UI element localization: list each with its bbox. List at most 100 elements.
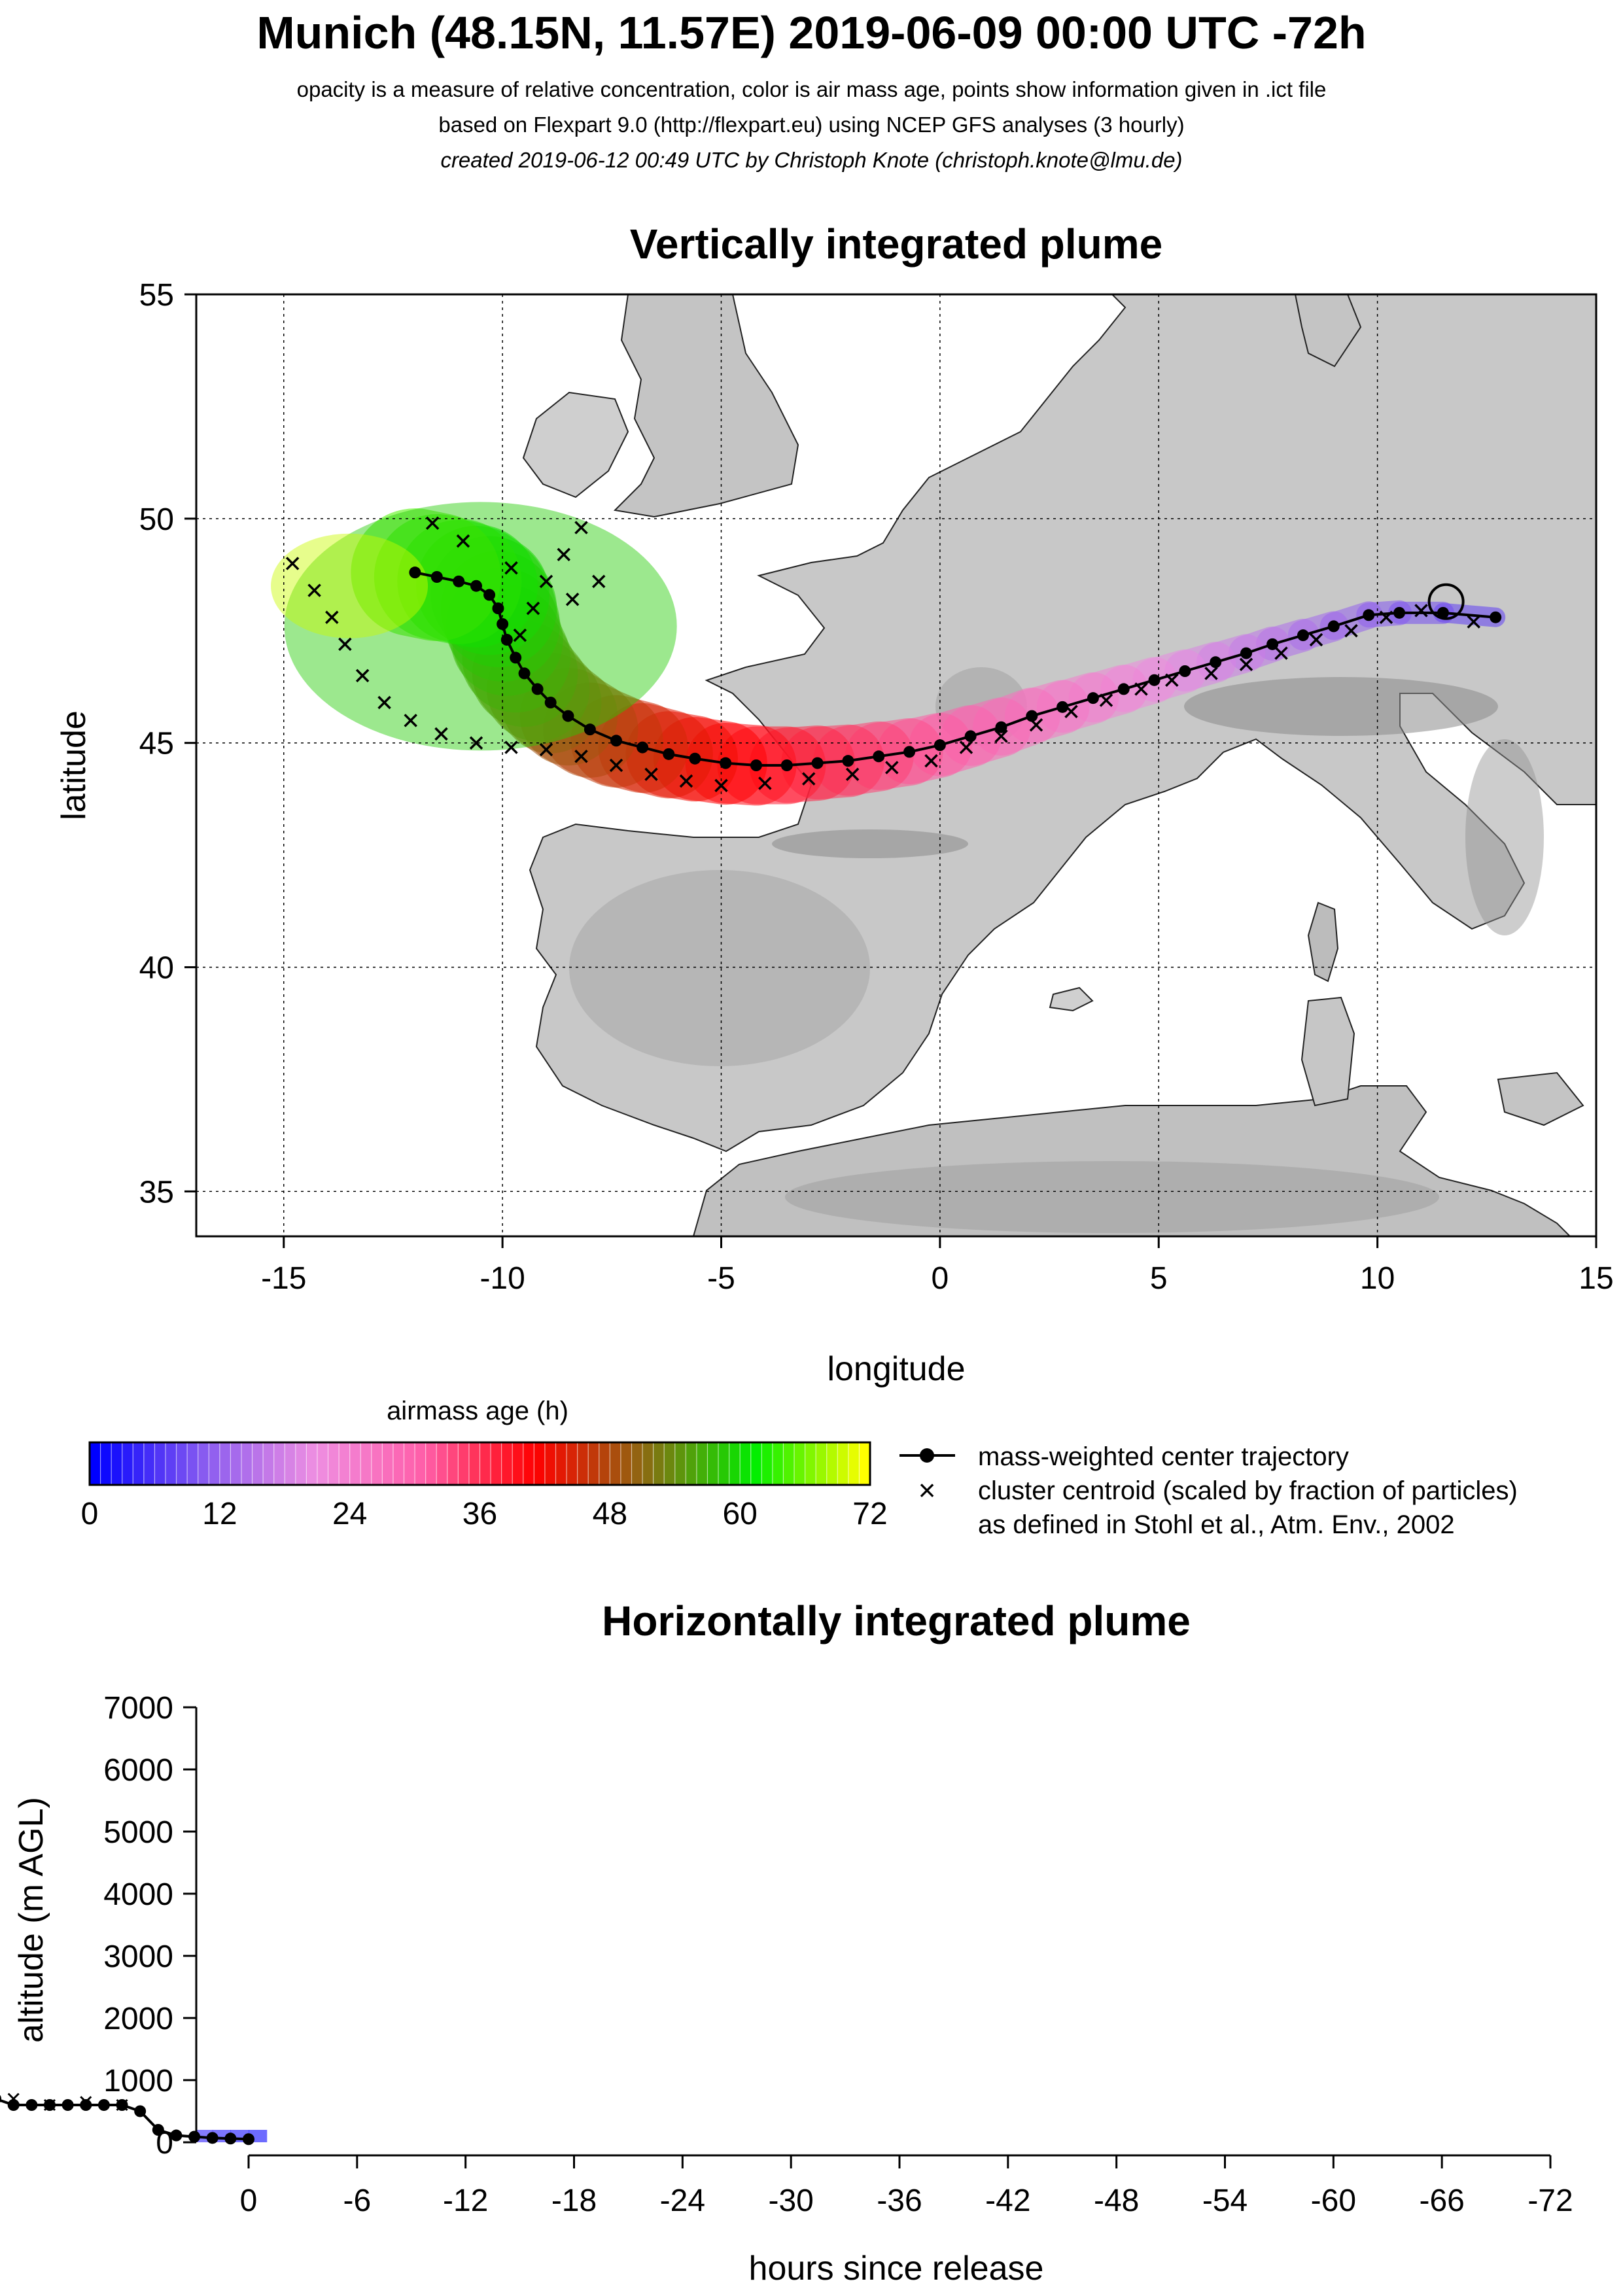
colorbar-cell [761, 1442, 773, 1485]
altitude-trajectory-point [188, 2131, 201, 2143]
map-trajectory-point [610, 735, 622, 747]
map-trajectory-point [1240, 647, 1252, 659]
colorbar-cell [436, 1442, 448, 1485]
altitude-x-tick-label: -72 [1527, 2183, 1573, 2218]
map-cluster-centroid [1064, 704, 1078, 718]
map-trajectory-point [1087, 692, 1099, 704]
altitude-x-tick-label: -24 [660, 2183, 705, 2218]
figure-subtitle-3: created 2019-06-12 00:49 UTC by Christop… [440, 148, 1183, 172]
map-trajectory-point [1210, 656, 1222, 669]
map-x-axis-label: longitude [827, 1350, 965, 1388]
altitude-trajectory-point [61, 2099, 74, 2111]
map-cluster-centroid [679, 774, 693, 788]
colorbar-cell [90, 1442, 101, 1485]
map-y-tick-label: 40 [139, 951, 174, 986]
colorbar-cell [393, 1442, 405, 1485]
map-cluster-centroid [574, 750, 588, 763]
map-trajectory-point [1363, 609, 1375, 621]
altitude-plume-core [68, 2049, 86, 2143]
map-trajectory-point [1490, 611, 1502, 623]
map-trajectory-point [750, 759, 762, 771]
map-cluster-centroid [885, 761, 899, 774]
map-y-axis-label: latitude [55, 710, 93, 820]
colorbar-cell [371, 1442, 383, 1485]
map-cluster-centroid [574, 521, 588, 534]
colorbar-cell [512, 1442, 524, 1485]
colorbar-cell [339, 1442, 351, 1485]
colorbar-cell [100, 1442, 112, 1485]
map-cluster-centroid [565, 593, 580, 606]
colorbar-cell [664, 1442, 676, 1485]
map-trajectory-point [492, 602, 504, 614]
colorbar-cell [750, 1442, 762, 1485]
colorbar-cell [718, 1442, 730, 1485]
land-sicily [1497, 1071, 1584, 1126]
figure-title: Munich (48.15N, 11.57E) 2019-06-09 00:00… [256, 7, 1367, 58]
terrain-pyrenees [772, 829, 968, 858]
colorbar-cell [252, 1442, 264, 1485]
map-trajectory-point [637, 741, 649, 754]
colorbar-tick-label: 72 [852, 1497, 887, 1531]
colorbar-cell [328, 1442, 340, 1485]
map-cluster-centroid [325, 610, 339, 624]
map-trajectory-point [1327, 620, 1340, 633]
map-trajectory-point [1393, 606, 1406, 619]
map-cluster-centroid [456, 534, 470, 548]
altitude-plume-core [50, 2049, 68, 2143]
map-x-tick-label: 0 [932, 1261, 949, 1296]
figure-subtitle-2: based on Flexpart 9.0 (http://flexpart.e… [438, 113, 1185, 137]
map-trajectory-point [934, 739, 946, 752]
colorbar-cell [404, 1442, 415, 1485]
altitude-x-tick-label: -54 [1202, 2183, 1248, 2218]
altitude-trajectory-point [206, 2132, 218, 2144]
colorbar-cell [360, 1442, 372, 1485]
map-cluster-centroid [802, 772, 816, 786]
colorbar-cell [588, 1442, 600, 1485]
colorbar-cell [620, 1442, 633, 1485]
altitude-plume-core [31, 2049, 50, 2143]
colorbar-ticks: 0 12 24 36 48 60 72 [81, 1497, 888, 1531]
altitude-trajectory-point [7, 2099, 20, 2111]
map-trajectory-point [995, 721, 1007, 733]
map-trajectory-point [780, 759, 793, 771]
map-cluster-centroid [539, 742, 553, 757]
map-cluster-centroid [469, 736, 483, 750]
map-trajectory-point [663, 748, 675, 760]
map-trajectory-point [964, 730, 977, 742]
map-trajectory-point [720, 757, 732, 769]
figure-subtitle-1: opacity is a measure of relative concent… [296, 77, 1327, 101]
map-trajectory-point [544, 697, 557, 708]
map-frame [195, 293, 1597, 1238]
colorbar-frame [88, 1441, 871, 1486]
colorbar-tick-label: 0 [81, 1497, 99, 1531]
colorbar-cell [382, 1442, 394, 1485]
map-cluster-centroid [285, 557, 300, 570]
altitude-trajectory-point [80, 2099, 92, 2111]
altitude-trajectory-point [26, 2099, 38, 2111]
map-axes: -15 -10 -5 0 5 10 15 35 40 45 50 55 [139, 278, 1614, 1296]
altitude-y-tick-label: 6000 [103, 1753, 173, 1788]
map-trajectory-point [409, 566, 421, 579]
map-y-tick-label: 50 [139, 502, 174, 537]
altitude-x-tick-label: -18 [551, 2183, 597, 2218]
map-trajectory-point [903, 746, 916, 758]
map-cluster-centroid [714, 778, 728, 793]
map-cluster-centroid [355, 669, 370, 683]
altitude-plume-core [0, 2049, 14, 2136]
colorbar-cell [740, 1442, 752, 1485]
map-trajectory-point [1056, 701, 1069, 713]
colorbar-cell [273, 1442, 285, 1485]
altitude-x-tick-label: -6 [343, 2183, 371, 2218]
map-cluster-centroid [758, 776, 772, 790]
altitude-y-tick-label: 7000 [103, 1691, 173, 1726]
map-cluster-centroid [1467, 615, 1480, 629]
airmass-age-colorbar [88, 1441, 871, 1486]
colorbar-cell [165, 1442, 177, 1485]
colorbar-cell [848, 1442, 860, 1485]
altitude-trajectory-point [243, 2133, 254, 2146]
land-great-britain [613, 294, 799, 518]
colorbar-cell [686, 1442, 697, 1485]
colorbar-cell [154, 1442, 166, 1485]
terrain-atlas [785, 1161, 1439, 1233]
colorbar-cell [826, 1442, 838, 1485]
